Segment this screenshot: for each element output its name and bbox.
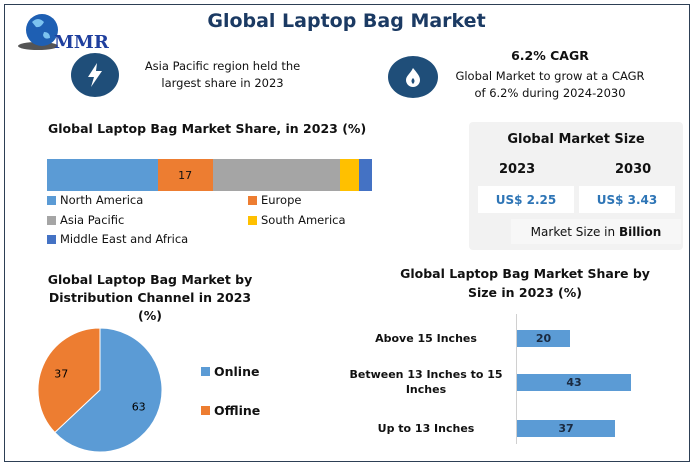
pie-chart-title: Global Laptop Bag Market by Distribution… bbox=[47, 272, 253, 323]
legend-label: Offline bbox=[214, 403, 261, 418]
value-2030: US$ 3.43 bbox=[579, 186, 675, 213]
unit-bold: Billion bbox=[618, 224, 662, 239]
legend-item: Europe bbox=[248, 193, 301, 207]
pie-label: 37 bbox=[54, 367, 68, 380]
pie-label: 63 bbox=[132, 401, 146, 414]
legend-label: Asia Pacific bbox=[60, 213, 125, 227]
value-2023: US$ 2.25 bbox=[478, 186, 574, 213]
size-bar: 37 bbox=[517, 420, 616, 437]
legend-item: South America bbox=[248, 213, 346, 227]
size-chart-title: Global Laptop Bag Market Share by Size i… bbox=[400, 266, 650, 300]
pie-legend-item: Offline bbox=[201, 403, 260, 418]
size-category-label: Above 15 Inches bbox=[375, 332, 477, 345]
legend-swatch bbox=[248, 195, 257, 205]
pie-chart: 63 37 bbox=[37, 327, 163, 453]
legend-swatch bbox=[201, 406, 210, 415]
infographic-frame bbox=[4, 4, 690, 462]
size-category-label: Up to 13 Inches bbox=[377, 422, 475, 435]
legend-label: Middle East and Africa bbox=[60, 232, 189, 246]
cagr-text: Global Market to grow at a CAGR of 6.2% … bbox=[455, 69, 645, 100]
stack-segment-south-america bbox=[339, 159, 359, 191]
unit-label: Market Size in Billion bbox=[511, 219, 681, 244]
year-2023: 2023 bbox=[499, 162, 536, 177]
legend-swatch bbox=[47, 195, 56, 205]
share-chart-title: Global Laptop Bag Market Share, in 2023 … bbox=[48, 121, 367, 136]
legend-swatch bbox=[47, 234, 56, 244]
size-bar: 43 bbox=[517, 374, 631, 391]
legend-label: Europe bbox=[261, 193, 302, 207]
stack-segment-europe: 17 bbox=[157, 159, 213, 191]
legend-item: North America bbox=[47, 193, 143, 207]
unit-prefix: Market Size in bbox=[530, 224, 619, 239]
cagr-heading: 6.2% CAGR bbox=[511, 48, 589, 63]
legend-item: Asia Pacific bbox=[47, 213, 124, 227]
page-title: Global Laptop Bag Market bbox=[207, 10, 486, 32]
flame-icon bbox=[388, 56, 438, 98]
market-size-box: Global Market Size 2023 2030 US$ 2.25 US… bbox=[469, 122, 683, 250]
size-bar: 20 bbox=[517, 330, 570, 347]
mmr-logo: MMR bbox=[18, 14, 110, 52]
pie-slice-offline bbox=[37, 327, 101, 434]
stack-segment-asia-pacific bbox=[212, 159, 340, 191]
svg-text:MMR: MMR bbox=[54, 32, 110, 52]
market-size-title: Global Market Size bbox=[507, 132, 645, 147]
legend-swatch bbox=[248, 215, 257, 225]
legend-label: South America bbox=[261, 213, 346, 227]
pie-slice-online bbox=[54, 327, 163, 453]
stack-segment-middle-east-and-africa bbox=[359, 159, 372, 191]
stack-segment-north-america bbox=[47, 159, 158, 191]
highlight-asia-pacific: Asia Pacific region held the largest sha… bbox=[144, 59, 301, 90]
legend-swatch bbox=[47, 215, 56, 225]
lightning-icon bbox=[71, 53, 119, 97]
size-category-label: Between 13 Inches to 15 Inches bbox=[349, 368, 503, 396]
legend-swatch bbox=[201, 367, 210, 376]
legend-label: North America bbox=[60, 193, 144, 207]
size-chart-axis bbox=[516, 314, 517, 444]
stacked-bar: 17 bbox=[47, 159, 372, 191]
legend-label: Online bbox=[214, 364, 260, 379]
pie-legend-item: Online bbox=[201, 364, 259, 379]
year-2030: 2030 bbox=[615, 162, 652, 177]
legend-item: Middle East and Africa bbox=[47, 232, 188, 246]
